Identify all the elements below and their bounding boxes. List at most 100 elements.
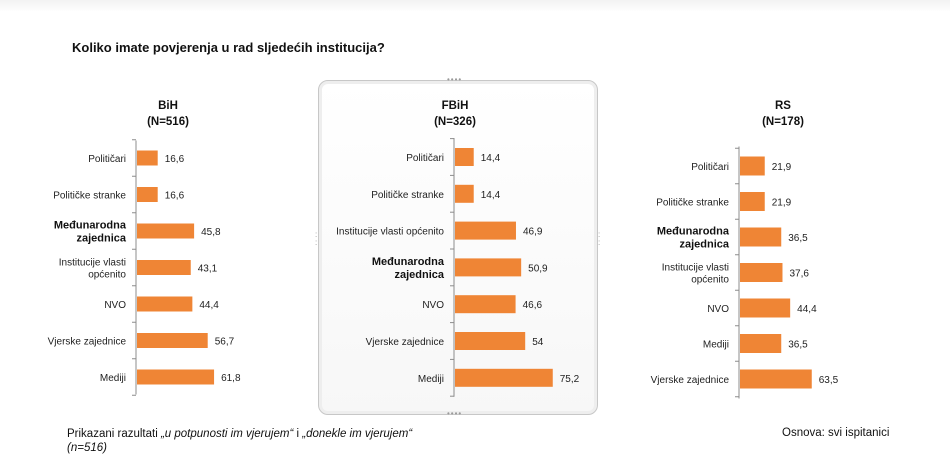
footnote-sample-size: (n=516) (67, 442, 107, 454)
category-label: Međunarodna zajednica (372, 256, 445, 281)
category-label: NVO (104, 300, 126, 311)
category-label-line: Mediji (100, 373, 126, 384)
category-label-line: Međunarodna (372, 256, 445, 268)
data-label: 54 (532, 337, 544, 348)
basis-note: Osnova: svi ispitanici (782, 427, 890, 439)
category-label-line: Međunarodna (54, 220, 127, 232)
bar (455, 332, 526, 350)
data-label: 75,2 (560, 374, 580, 385)
category-label-line: Institucije vlasti (662, 263, 729, 274)
category-label-line: Vjerske zajednice (48, 337, 127, 348)
category-label: Političari (88, 154, 126, 165)
data-label: 16,6 (165, 154, 185, 165)
chart-title-text: BiH (158, 100, 178, 112)
chart-subtitle: (N=326) (434, 116, 476, 128)
data-label: 43,1 (198, 264, 218, 275)
bar (137, 223, 195, 239)
footnote: Prikazani razultati „u potpunosti im vje… (67, 427, 412, 455)
chart-subtitle: (N=178) (762, 116, 804, 128)
category-label: Mediji (703, 340, 729, 351)
data-label: 36,5 (788, 233, 808, 244)
category-label-line: Političari (691, 162, 729, 173)
footnote-prefix: Prikazani razultati (67, 428, 161, 440)
chart-title: RS (N=178) (733, 98, 833, 130)
bar (137, 369, 215, 385)
bar (740, 369, 812, 389)
bar (740, 334, 782, 353)
bar (455, 148, 474, 166)
chart-question: Koliko imate povjerenja u rad sljedećih … (72, 40, 385, 55)
bar (455, 221, 516, 240)
category-label: Mediji (418, 374, 444, 385)
chart-title-text: RS (775, 100, 791, 112)
category-label-line: NVO (422, 300, 444, 311)
category-label: Vjerske zajednice (651, 375, 730, 386)
bar (455, 258, 522, 277)
bar (137, 150, 158, 166)
category-label-line: Političke stranke (53, 191, 126, 202)
bar (740, 263, 783, 282)
bar (740, 192, 765, 211)
category-label-line: NVO (104, 300, 126, 311)
selected-chart-frame[interactable]: •••• •••• :: :: (315, 76, 600, 418)
bar (137, 296, 193, 312)
category-label: Mediji (100, 373, 126, 384)
category-label: Institucije vlasti općenito (336, 227, 444, 238)
data-label: 36,5 (788, 340, 808, 351)
category-label-line: NVO (707, 304, 729, 315)
data-label: 37,6 (789, 269, 809, 280)
category-label: Političke stranke (656, 198, 729, 209)
category-label: NVO (707, 304, 729, 315)
bar (137, 187, 158, 202)
category-label-line: Institucije vlasti općenito (336, 227, 444, 238)
chart-title: BiH (N=516) (118, 98, 218, 130)
category-label-line: zajednica (679, 239, 729, 251)
category-label: Institucije vlasti općenito (59, 258, 127, 281)
data-label: 16,6 (165, 191, 185, 202)
category-label: Političari (406, 153, 444, 164)
bar (455, 368, 553, 387)
data-label: 56,7 (215, 337, 235, 348)
footnote-emphasis-2: „donekle im vjerujem“ (302, 428, 413, 440)
bar (740, 156, 765, 176)
category-label: Političari (691, 162, 729, 173)
frame-resize-handle-left[interactable]: :: (315, 230, 319, 247)
category-label: Vjerske zajednice (366, 337, 445, 348)
data-label: 46,9 (523, 227, 543, 238)
bar (455, 184, 474, 203)
category-label-line: Mediji (703, 340, 729, 351)
bar (740, 298, 791, 318)
chart-title-text: FBiH (441, 100, 469, 112)
frame-resize-handle-top[interactable]: •••• (447, 75, 463, 84)
data-label: 50,9 (528, 263, 548, 274)
category-label-line: općenito (88, 270, 126, 281)
data-label: 45,8 (201, 227, 221, 238)
chart-subtitle: (N=516) (147, 116, 189, 128)
category-label: Institucije vlasti općenito (662, 263, 730, 286)
category-label: Političke stranke (53, 191, 126, 202)
footnote-conjunction: i (293, 428, 303, 440)
category-label-line: Mediji (418, 374, 444, 385)
bar (137, 260, 191, 275)
bar (137, 333, 208, 348)
category-label-line: Međunarodna (657, 226, 730, 238)
data-label: 44,4 (797, 304, 817, 315)
frame-resize-handle-bottom[interactable]: •••• (447, 409, 463, 418)
category-label: NVO (422, 300, 444, 311)
data-label: 63,5 (819, 375, 839, 386)
category-label-line: Vjerske zajednice (651, 375, 730, 386)
data-label: 21,9 (772, 198, 792, 209)
category-label: Vjerske zajednice (48, 337, 127, 348)
category-label-line: Političari (88, 154, 126, 165)
category-label-line: općenito (691, 275, 729, 286)
category-label-line: zajednica (76, 233, 126, 245)
frame-resize-handle-right[interactable]: :: (598, 230, 602, 247)
category-label-line: Institucije vlasti (59, 258, 126, 269)
category-label-line: Političke stranke (656, 198, 729, 209)
chart-title: FBiH (N=326) (405, 98, 505, 130)
data-label: 21,9 (772, 162, 792, 173)
data-label: 46,6 (523, 300, 543, 311)
